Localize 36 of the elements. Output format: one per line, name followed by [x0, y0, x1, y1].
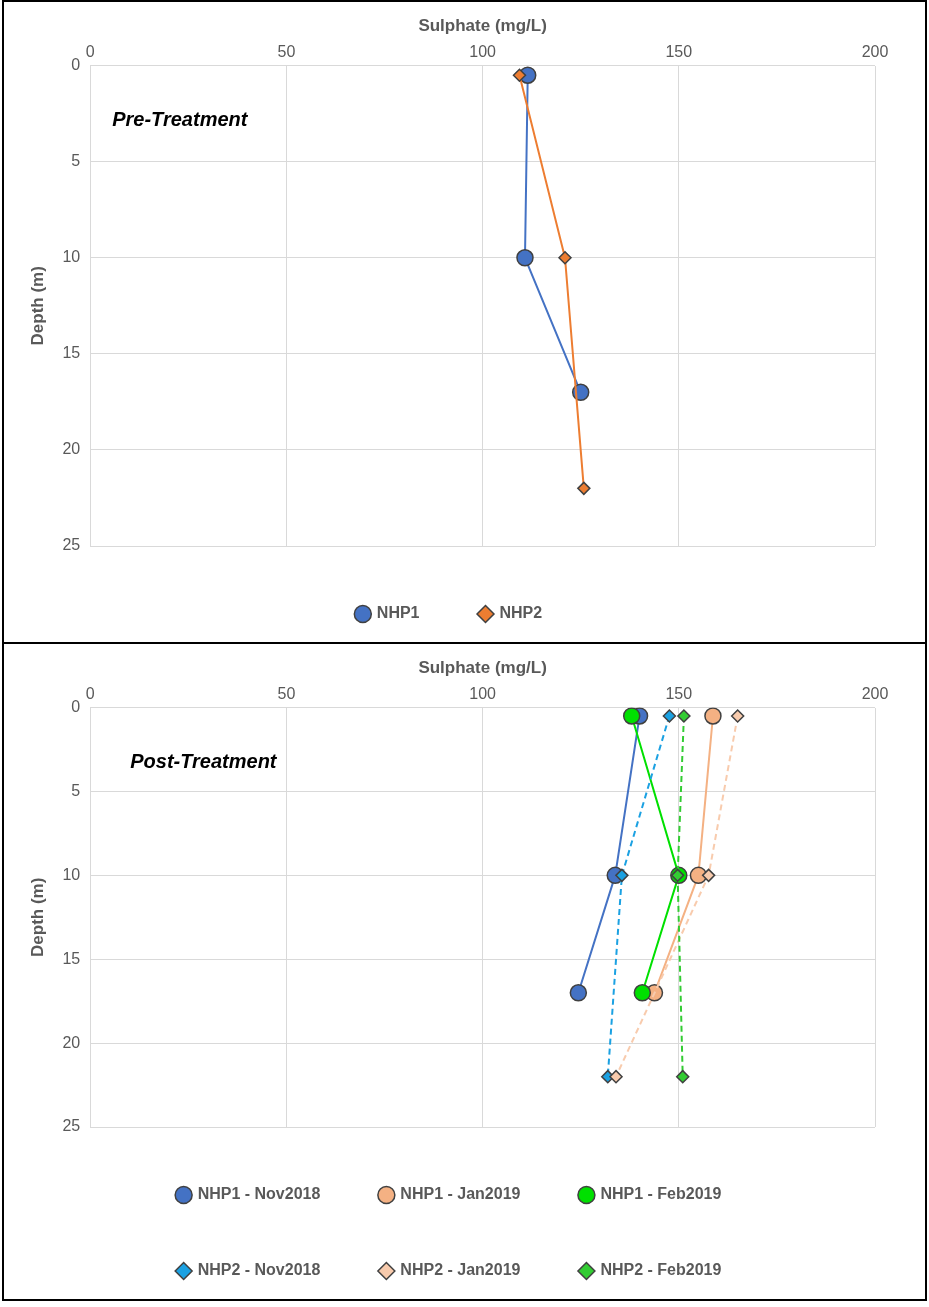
legend-label: NHP2: [499, 604, 543, 622]
y-tick-label: 15: [62, 949, 81, 967]
y-tick-label: 0: [71, 56, 81, 74]
x-tick-label: 200: [861, 685, 889, 703]
legend-label: NHP1 - Nov2018: [197, 1185, 321, 1203]
legend-label: NHP1: [376, 604, 420, 622]
x-tick-label: 50: [277, 43, 296, 61]
y-tick-label: 20: [62, 440, 81, 458]
x-tick-label: 150: [665, 43, 693, 61]
y-tick-label: 10: [62, 248, 81, 266]
y-tick-label: 5: [71, 152, 81, 170]
x-tick-label: 150: [665, 685, 693, 703]
x-tick-label: 0: [85, 685, 95, 703]
legend-label: NHP2 - Feb2019: [600, 1261, 722, 1279]
legend-label: NHP2 - Jan2019: [400, 1261, 521, 1279]
annotation: Post-Treatment: [130, 750, 278, 773]
x-tick-label: 100: [469, 685, 497, 703]
legend-label: NHP2 - Nov2018: [197, 1261, 321, 1279]
x-axis-title: Sulphate (mg/L): [418, 15, 547, 35]
x-tick-label: 200: [861, 43, 889, 61]
annotation: Pre-Treatment: [112, 108, 249, 131]
y-tick-label: 15: [62, 344, 81, 362]
x-tick-label: 0: [85, 43, 95, 61]
y-tick-label: 0: [71, 698, 81, 716]
y-tick-label: 25: [62, 536, 81, 554]
y-axis-title: Depth (m): [27, 877, 47, 957]
x-tick-label: 100: [469, 43, 497, 61]
x-axis-title: Sulphate (mg/L): [418, 657, 547, 677]
y-tick-label: 25: [62, 1117, 81, 1135]
y-tick-label: 5: [71, 781, 81, 799]
y-tick-label: 20: [62, 1033, 81, 1051]
legend-label: NHP1 - Feb2019: [600, 1185, 722, 1203]
y-tick-label: 10: [62, 865, 81, 883]
x-tick-label: 50: [277, 685, 296, 703]
y-axis-title: Depth (m): [27, 266, 47, 346]
legend-label: NHP1 - Jan2019: [400, 1185, 521, 1203]
